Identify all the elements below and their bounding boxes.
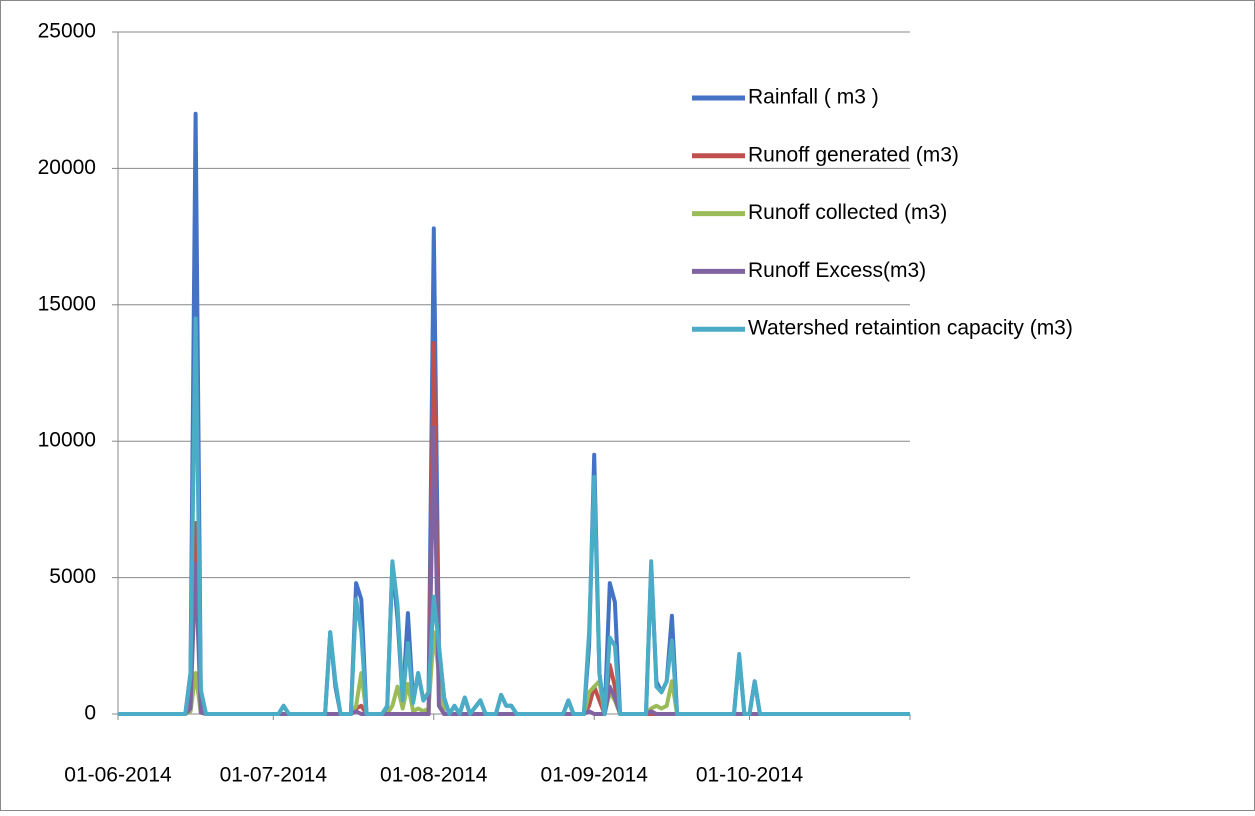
y-tick-label: 20000 <box>38 156 96 179</box>
y-tick-label: 10000 <box>38 429 96 452</box>
series-line <box>118 425 910 716</box>
y-tick-label: 25000 <box>38 20 96 43</box>
y-tick-label: 15000 <box>38 292 96 315</box>
legend-label: Runoff generated (m3) <box>748 143 959 166</box>
y-tick-label: 5000 <box>49 565 96 588</box>
y-tick-label: 0 <box>84 702 96 725</box>
x-tick-label: 01-06-2014 <box>64 764 172 787</box>
x-tick-label: 01-08-2014 <box>380 764 488 787</box>
series-line <box>118 316 910 716</box>
x-tick-label: 01-10-2014 <box>696 764 804 787</box>
legend-label: Rainfall ( m3 ) <box>748 86 879 109</box>
legend-label: Runoff collected (m3) <box>748 201 947 224</box>
legend-label: Watershed retaintion capacity (m3) <box>748 317 1073 340</box>
x-tick-label: 01-07-2014 <box>220 764 328 787</box>
x-tick-label: 01-09-2014 <box>541 764 649 787</box>
legend-label: Runoff Excess(m3) <box>748 259 926 282</box>
